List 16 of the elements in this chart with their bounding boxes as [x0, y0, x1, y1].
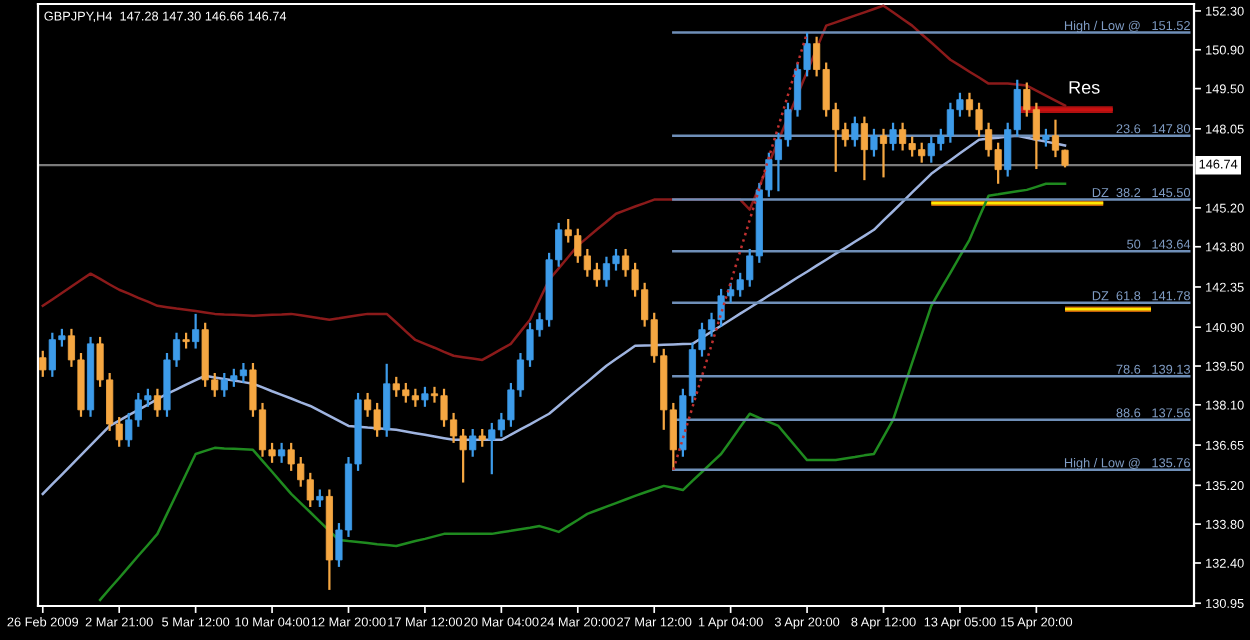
- candlestick: [421, 385, 429, 408]
- candlestick: [851, 115, 859, 148]
- candlestick: [153, 387, 161, 418]
- candlestick: [278, 441, 286, 464]
- candlestick: [879, 127, 888, 179]
- candlestick: [889, 121, 897, 152]
- candlestick: [469, 427, 477, 458]
- candlestick: [860, 115, 868, 182]
- annotation: Res: [1069, 81, 1100, 94]
- line-series: [41, 4, 1067, 362]
- candlestick: [383, 362, 391, 438]
- line-series: [98, 182, 1067, 602]
- line-series: [672, 31, 809, 472]
- candlestick: [192, 312, 200, 350]
- candlestick: [870, 127, 878, 158]
- candlestick: [39, 349, 47, 378]
